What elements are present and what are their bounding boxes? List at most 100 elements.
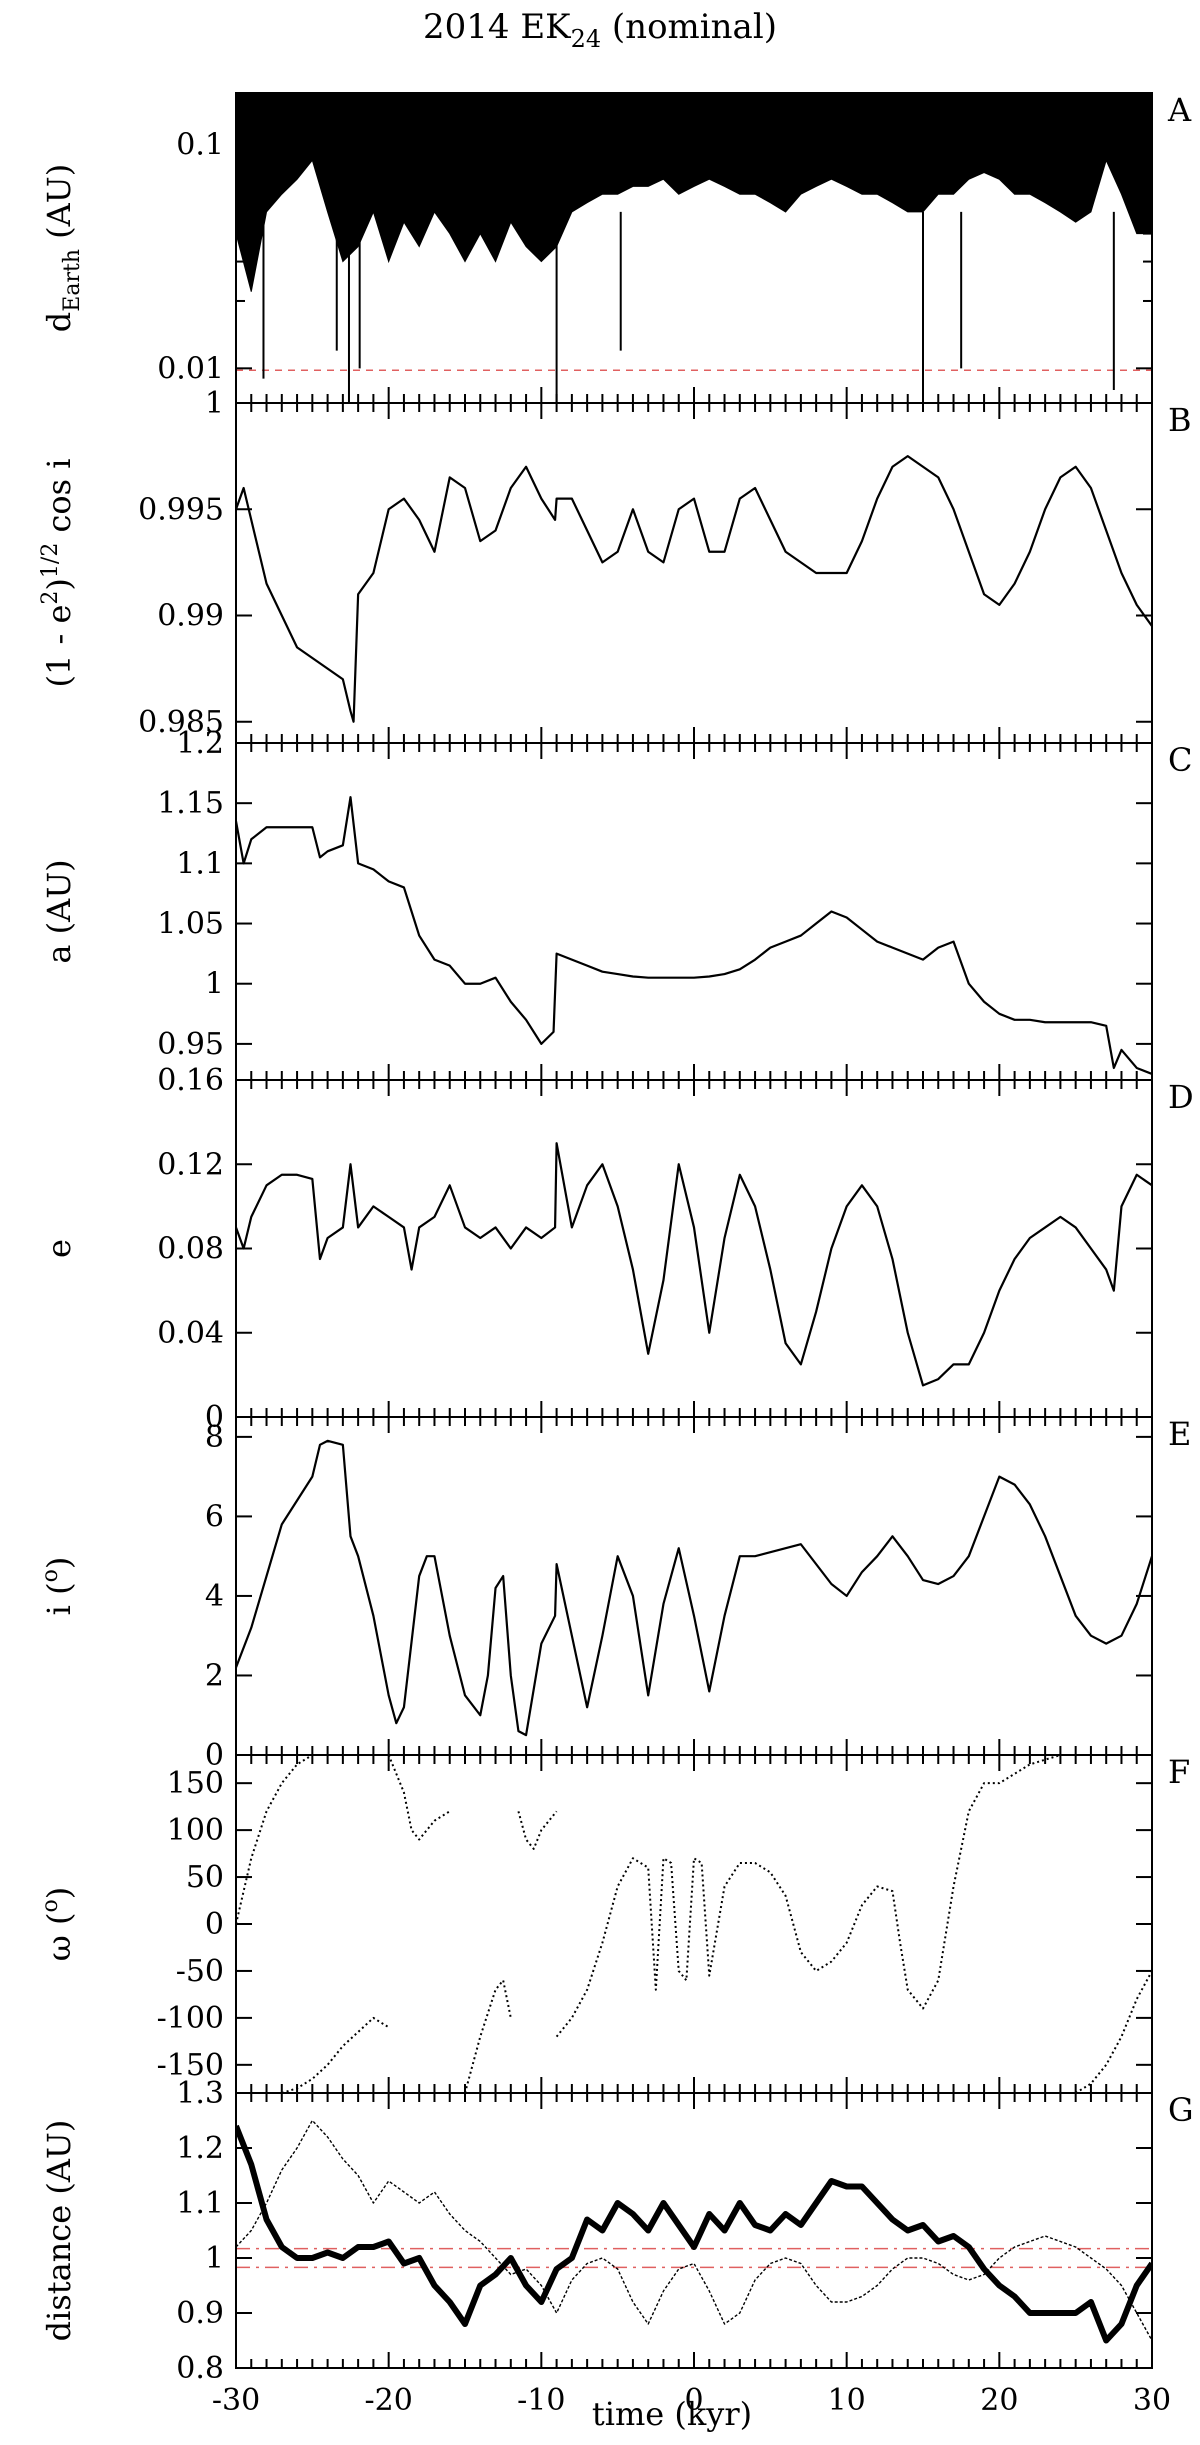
series-segment <box>464 1979 512 2093</box>
y-tick-label: 0.99 <box>157 599 224 634</box>
y-axis-label: (1 - e2)1/2 cos i <box>38 458 78 687</box>
y-tick-label: 0 <box>205 1907 224 1942</box>
y-axis-label-part: e <box>40 1239 78 1258</box>
y-axis-label-part: o <box>38 1899 63 1912</box>
panel-letter: G <box>1168 2091 1194 2129</box>
series-line <box>236 1142 1152 1387</box>
y-axis-label: a (AU) <box>40 859 78 963</box>
series-line <box>236 796 1152 1076</box>
y-tick-label: 50 <box>186 1860 224 1895</box>
x-axis-label: time (kyr) <box>592 2395 752 2433</box>
y-axis-label-part: ) <box>40 1557 78 1569</box>
x-tick-label: 0 <box>684 2383 703 2418</box>
y-tick-label: 0.01 <box>157 351 224 386</box>
y-tick-label: 1.2 <box>176 2131 224 2166</box>
panel-letter: E <box>1168 1415 1191 1453</box>
series-segment <box>281 2016 390 2093</box>
panel-series <box>236 1439 1152 1737</box>
x-tick-label: -30 <box>212 2383 260 2418</box>
y-axis-label-part: 1/2 <box>38 543 63 578</box>
x-tick-label: 10 <box>828 2383 866 2418</box>
series-segment <box>236 1755 313 1925</box>
y-axis-label-part: distance (AU) <box>40 2120 78 2342</box>
series-line <box>236 1439 1152 1737</box>
panel-frame <box>235 1416 1153 1756</box>
y-axis-label: distance (AU) <box>40 2120 78 2342</box>
panel-letter: D <box>1168 1078 1194 1116</box>
chart-title: 2014 EK24 (nominal) <box>423 7 777 53</box>
y-tick-label: 0 <box>205 1400 224 1435</box>
series-line <box>236 2124 1152 2344</box>
y-tick-label: 0.12 <box>157 1147 224 1182</box>
panel-F: -150 -100 -50 0 50 100 150 Fω (o) <box>38 1753 1190 2094</box>
y-axis-label: i (o) <box>38 1557 78 1616</box>
series-line <box>236 455 1152 723</box>
series-envelope <box>236 93 1152 292</box>
panel-letter: A <box>1167 91 1192 129</box>
x-tick-label: -20 <box>365 2383 413 2418</box>
y-axis-label-part: ) <box>40 578 78 590</box>
series-segment <box>517 1810 558 1850</box>
y-tick-label: 0.1 <box>176 128 224 163</box>
panel-C: 0.95 1 1.05 1.1 1.15 1.2 Ca (AU) <box>40 726 1192 1081</box>
y-tick-label: 0 <box>205 1738 224 1773</box>
y-tick-label: -50 <box>176 1954 224 1989</box>
y-tick-label: 1 <box>205 967 224 1002</box>
panel-frame <box>235 742 1153 1081</box>
x-tick-label: 20 <box>980 2383 1018 2418</box>
panel-letter: F <box>1168 1753 1190 1791</box>
y-tick-label: 0.08 <box>157 1232 224 1267</box>
title-subscript: 24 <box>571 25 602 53</box>
y-axis-label: e <box>40 1239 78 1258</box>
y-axis-label-part: (AU) <box>40 164 78 249</box>
panel-frame <box>235 1754 1153 2094</box>
panel-series <box>236 796 1152 1076</box>
y-tick-label: 1.1 <box>176 846 224 881</box>
panel-E: 0 2 4 6 8 Ei (o) <box>38 1415 1191 1773</box>
panel-frame <box>235 1079 1153 1418</box>
y-tick-label: 0.9 <box>176 2296 224 2331</box>
panel-series <box>236 93 1152 403</box>
panel-frame <box>235 2092 1153 2369</box>
y-axis-label-part: (1 - e <box>40 605 78 688</box>
y-axis-label-part: d <box>40 312 78 332</box>
y-tick-label: 0.16 <box>157 1063 224 1098</box>
y-axis-label-part: o <box>38 1569 63 1582</box>
panel-B: 0.985 0.99 0.995 1 B (1 - e2)1/2 cos i <box>38 386 1192 744</box>
y-axis-label-part: cos i <box>40 458 78 542</box>
title-suffix: (nominal) <box>601 7 777 47</box>
y-tick-label: 0.04 <box>157 1316 224 1351</box>
y-axis-label-part: 2 <box>38 591 63 605</box>
y-axis-label-part: a (AU) <box>40 859 78 963</box>
y-axis-label-part: ) <box>40 1887 78 1899</box>
panel-D: 0 0.04 0.08 0.12 0.16 De <box>40 1063 1194 1435</box>
y-axis-label-part: Earth <box>60 249 85 312</box>
series-segment <box>387 1755 451 1841</box>
y-tick-label: 4 <box>205 1579 224 1614</box>
y-axis-label: dEarth (AU) <box>40 164 85 332</box>
panel-series <box>236 2119 1152 2344</box>
series-segment <box>1075 1970 1152 2093</box>
y-tick-label: 1.3 <box>176 2076 224 2111</box>
y-tick-label: 8 <box>205 1420 224 1455</box>
panel-letter: B <box>1168 401 1192 439</box>
y-tick-label: 100 <box>167 1813 224 1848</box>
y-tick-label: 1.1 <box>176 2186 224 2221</box>
series-line <box>236 2119 1152 2341</box>
y-tick-label: 150 <box>167 1766 224 1801</box>
y-tick-label: 0.8 <box>176 2351 224 2386</box>
panel-letter: C <box>1168 741 1192 779</box>
title-prefix: 2014 EK <box>423 7 571 47</box>
y-axis-label-part: ω ( <box>40 1912 78 1961</box>
y-tick-label: -100 <box>157 2001 224 2036</box>
x-tick-label: 30 <box>1133 2383 1171 2418</box>
panel-series <box>236 455 1152 723</box>
x-tick-label: -10 <box>517 2383 565 2418</box>
panel-series <box>236 1142 1152 1387</box>
y-tick-label: 1.2 <box>176 726 224 761</box>
y-tick-label: 0.995 <box>138 492 224 527</box>
y-tick-label: 1 <box>205 386 224 421</box>
